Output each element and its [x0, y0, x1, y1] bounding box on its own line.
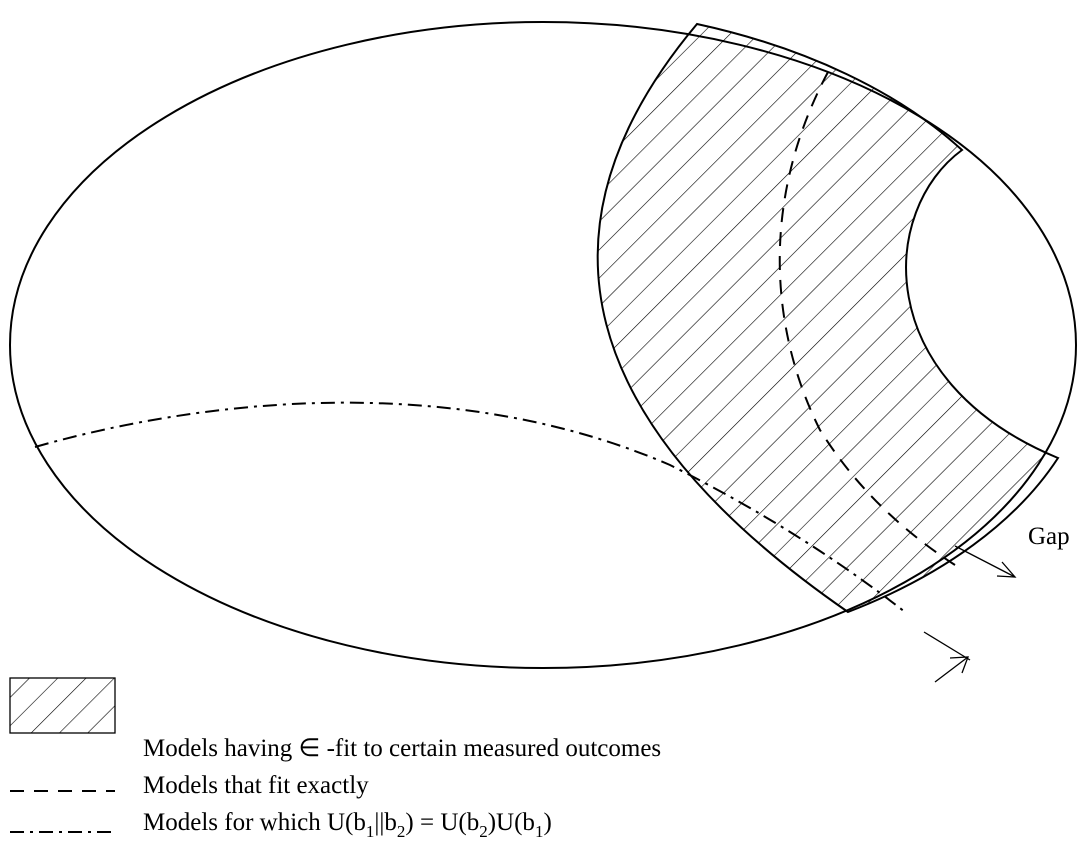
gap-arrowhead — [996, 561, 1017, 578]
label-part: 1 — [366, 822, 375, 841]
exact-fit-curve — [778, 71, 956, 566]
legend-label: Models for which U(b1||b2) = U(b2)U(b1) — [143, 809, 552, 841]
commute-curve — [34, 401, 906, 613]
model-space — [9, 21, 1077, 669]
label-part: ) = U(b — [405, 809, 479, 836]
label-part: ) — [543, 809, 551, 836]
gap-arrowhead — [949, 656, 969, 674]
label-part: Models for which U(b — [143, 809, 366, 836]
gap-tick — [923, 631, 971, 661]
epsilon-fit-region — [596, 22, 1060, 614]
label-part: 1 — [535, 822, 544, 841]
gap-label: Gap — [1028, 523, 1070, 550]
label-part: 2 — [479, 822, 488, 841]
legend-hatch-swatch — [9, 677, 116, 734]
label-part: 2 — [397, 822, 406, 841]
label-part: )U(b — [488, 809, 535, 836]
gap-arrow — [934, 656, 969, 683]
legend-label: Models having ∈ -fit to certain measured… — [143, 735, 661, 762]
label-part: ||b — [374, 809, 397, 836]
legend-label: Models that fit exactly — [143, 772, 369, 799]
gap-arrow — [954, 545, 1016, 578]
